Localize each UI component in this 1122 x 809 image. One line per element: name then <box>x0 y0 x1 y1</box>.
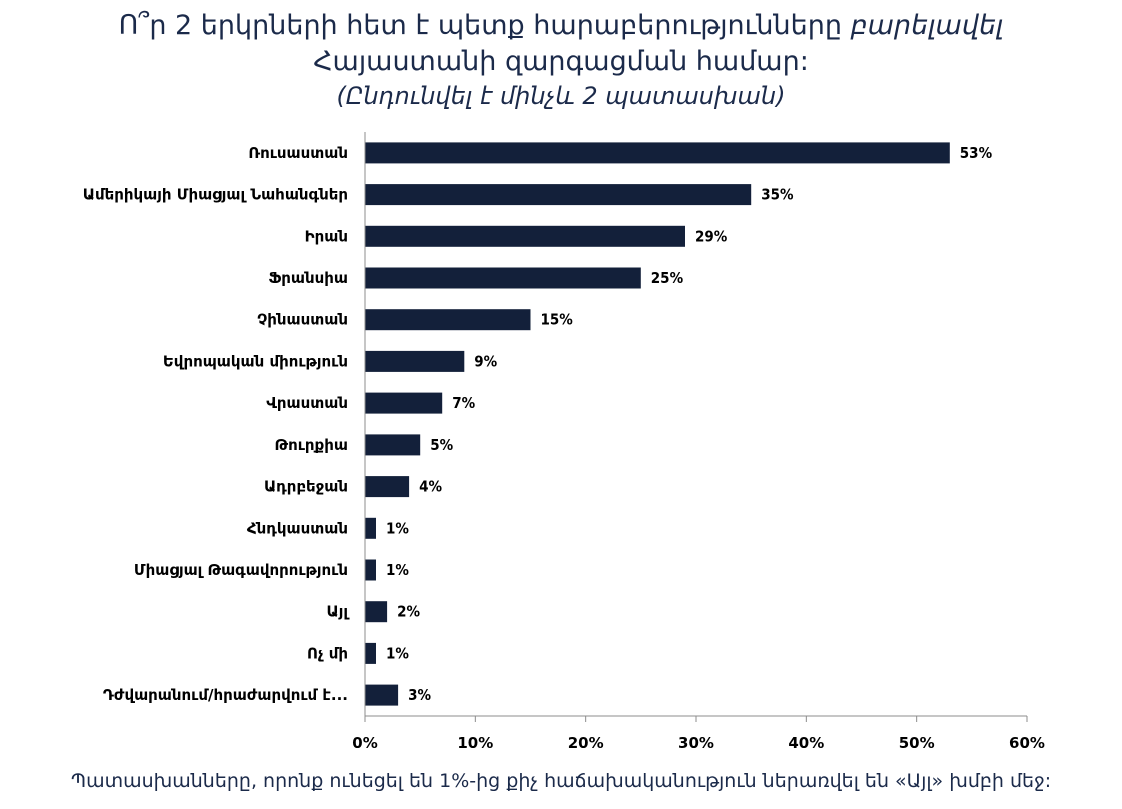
bar <box>365 559 376 581</box>
category-label: Միացյալ Թագավորություն <box>134 561 348 579</box>
category-label: Հնդկաստան <box>247 519 348 537</box>
x-tick-label: 60% <box>1009 734 1045 752</box>
x-tick-label: 10% <box>457 734 493 752</box>
value-label: 9% <box>474 352 497 370</box>
bar <box>365 476 410 498</box>
category-label: Իրան <box>305 227 348 245</box>
x-tick-label: 20% <box>568 734 604 752</box>
bar <box>365 517 376 539</box>
category-label: Ռուսաստան <box>248 144 348 162</box>
value-label: 5% <box>430 436 453 454</box>
bar <box>365 350 465 372</box>
category-label: Թուրքիա <box>275 436 348 454</box>
chart-title-main: Ո՞ր 2 երկրների հետ է պետք հարաբերություն… <box>118 10 851 41</box>
category-label: Դժվարանում/հրաժարվում է... <box>103 686 348 704</box>
bar <box>365 309 531 331</box>
bar <box>365 267 641 289</box>
bar <box>365 684 399 706</box>
value-label: 1% <box>386 561 409 579</box>
value-label: 1% <box>386 519 409 537</box>
value-label: 29% <box>695 227 728 245</box>
value-label: 1% <box>386 644 409 662</box>
x-tick-label: 0% <box>352 734 377 752</box>
value-label: 4% <box>419 478 442 496</box>
value-label: 35% <box>761 186 794 204</box>
chart-title-italic: բարելավել <box>850 10 1004 41</box>
category-label: Եվրոպական միություն <box>163 352 348 370</box>
bar <box>365 142 950 164</box>
chart-title-line2: Հայաստանի զարգացման համար: <box>313 46 809 77</box>
x-tick-label: 40% <box>788 734 824 752</box>
bar <box>365 184 752 206</box>
value-label: 15% <box>541 311 574 329</box>
category-label: Ամերիկայի Միացյալ Նահանգներ <box>83 186 348 204</box>
bar <box>365 601 388 623</box>
chart-title-line1: Ո՞ր 2 երկրների հետ է պետք հարաբերություն… <box>0 8 1122 44</box>
category-label: Վրաստան <box>266 394 348 412</box>
bar <box>365 434 421 456</box>
bar <box>365 392 443 414</box>
value-label: 25% <box>651 269 684 287</box>
bar <box>365 642 376 664</box>
footnote: Պատասխանները, որոնք ունեցել են 1%-ից քիչ… <box>70 770 1052 792</box>
bar <box>365 225 685 247</box>
value-label: 53% <box>960 144 993 162</box>
chart-subtitle: (Ընդունվել է մինչև 2 պատասխան) <box>336 82 786 110</box>
category-label: Չինաստան <box>257 311 348 329</box>
category-label: Ֆրանսիա <box>268 269 348 287</box>
value-label: 7% <box>452 394 475 412</box>
category-label: Ոչ մի <box>307 644 348 662</box>
value-label: 3% <box>408 686 431 704</box>
category-label: Ադրբեջան <box>264 478 348 496</box>
x-tick-label: 50% <box>899 734 935 752</box>
x-tick-label: 30% <box>678 734 714 752</box>
category-label: Այլ <box>327 603 351 621</box>
value-label: 2% <box>397 603 420 621</box>
